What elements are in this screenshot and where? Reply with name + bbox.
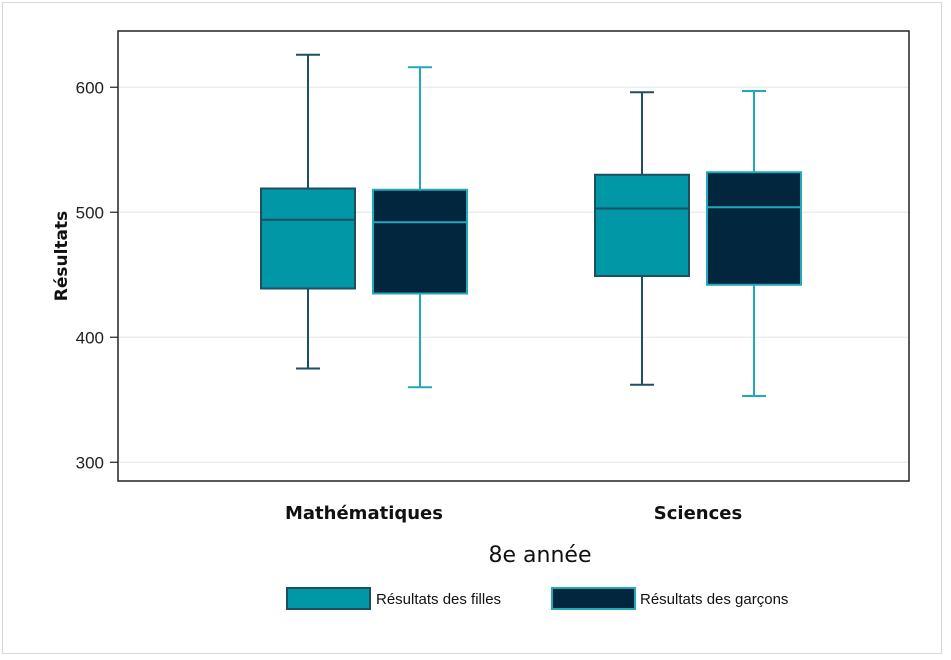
- y-tick-label: 600: [76, 78, 104, 97]
- chart-frame: [2, 2, 942, 654]
- x-axis-label: 8e année: [489, 543, 592, 568]
- category-label: Sciences: [654, 503, 742, 524]
- box-1-1: [706, 90, 802, 397]
- boxes: [260, 53, 802, 397]
- category-label: Mathématiques: [285, 503, 443, 524]
- legend-item: Résultats des garçons: [551, 587, 788, 610]
- y-axis-label: Résultats: [52, 211, 72, 302]
- gridlines: [118, 86, 909, 463]
- legend-label: Résultats des garçons: [640, 591, 788, 608]
- iqr-box: [594, 173, 690, 277]
- y-tick-label: 500: [76, 203, 104, 222]
- legend: Résultats des filles Résultats des garçon…: [286, 587, 788, 610]
- box-0-1: [372, 66, 468, 389]
- legend-swatch: [286, 587, 371, 610]
- x-axis-categories: Mathématiques Sciences: [285, 503, 742, 524]
- y-tick-label: 300: [76, 453, 104, 472]
- iqr-box: [260, 187, 356, 290]
- iqr-box: [372, 188, 468, 295]
- iqr-box: [706, 171, 802, 286]
- y-tick-label: 400: [76, 328, 104, 347]
- legend-item: Résultats des filles: [286, 587, 501, 610]
- y-axis-ticks: 300 400 500 600: [76, 78, 118, 472]
- box-0-0: [260, 53, 356, 370]
- legend-label: Résultats des filles: [376, 591, 501, 608]
- plot-area: [117, 30, 910, 482]
- legend-swatch: [551, 587, 636, 610]
- box-1-0: [594, 91, 690, 386]
